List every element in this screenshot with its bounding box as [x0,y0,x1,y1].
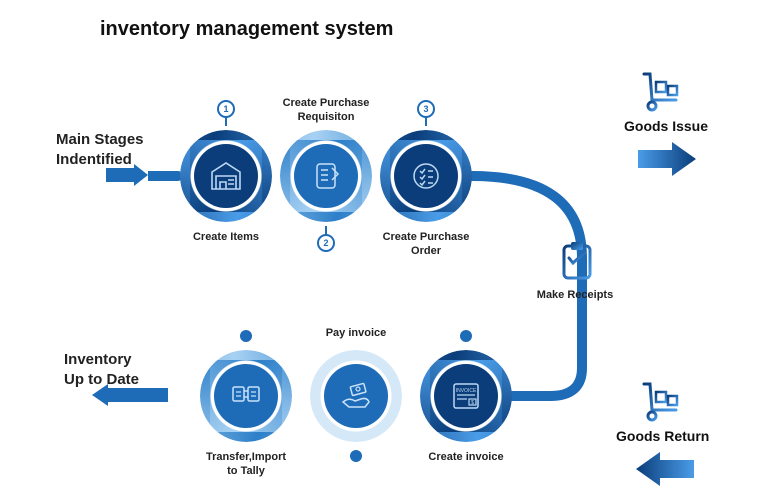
receipt-icon [558,238,596,282]
label-goods-issue: Goods Issue [624,118,708,134]
label-transfer-tally: Transfer,Importto Tally [186,450,306,479]
badge-2: 2 [317,234,335,252]
warehouse-icon [208,158,244,194]
label-goods-return: Goods Return [616,428,709,444]
arrow-goods-return [636,450,694,488]
label-make-receipts: Make Receipts [520,288,630,302]
label-create-items: Create Items [166,230,286,244]
label-pay-invoice: Pay invoice [296,326,416,340]
badge-1: 1 [217,100,235,118]
transfer-icon [227,377,265,415]
trolley-icon-issue [640,68,684,112]
node-create-po: 3 [380,130,472,222]
node-create-items: 1 [180,130,272,222]
node-transfer-tally [200,350,292,442]
node-create-invoice: INVOICE $ [420,350,512,442]
badge-3: 3 [417,100,435,118]
clipboard-pen-icon [308,158,344,194]
checklist-icon [408,158,444,194]
invoice-icon: INVOICE $ [447,377,485,415]
label-create-requisition: Create PurchaseRequisiton [266,96,386,125]
svg-text:$: $ [471,400,474,406]
label-create-po: Create PurchaseOrder [366,230,486,259]
svg-text:INVOICE: INVOICE [456,388,477,394]
label-create-invoice: Create invoice [406,450,526,464]
node-pay-invoice [310,350,402,442]
exit-arrow-bottom [92,384,170,406]
trolley-icon-return [640,378,684,422]
arrow-goods-issue [638,140,696,178]
node-create-requisition: 2 [280,130,372,222]
diagram-title: inventory management system [100,18,393,41]
cash-hand-icon [337,377,375,415]
entry-arrow-top [106,164,150,186]
